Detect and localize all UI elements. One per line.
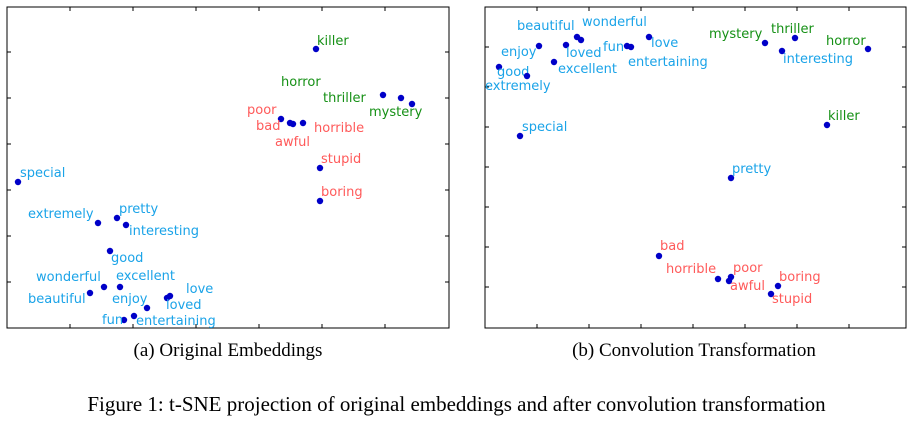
axis-ticks (7, 7, 906, 328)
point-enjoy (535, 42, 543, 50)
point-interesting (122, 221, 130, 229)
label-pretty: pretty (119, 202, 159, 217)
plot-frame-a (6, 6, 450, 329)
point-horror (864, 45, 872, 53)
point-killer (823, 121, 831, 129)
point-loved (163, 294, 171, 302)
point-killer (312, 45, 320, 53)
point-beautiful (577, 36, 585, 44)
point-boring (774, 282, 782, 290)
point-pretty (727, 174, 735, 182)
figure-caption: Figure 1: t-SNE projection of original e… (87, 392, 826, 416)
label-beautiful: beautiful (517, 19, 575, 34)
label-loved: loved (566, 46, 602, 61)
subcaption-b: (b) Convolution Transformation (572, 340, 816, 361)
point-awful (289, 120, 297, 128)
label-fun: fun (603, 40, 624, 55)
label-horror: horror (826, 34, 866, 49)
point-pretty (113, 214, 121, 222)
subcaption-a: (a) Original Embeddings (133, 340, 323, 361)
label-poor: poor (733, 261, 763, 276)
label-boring: boring (779, 270, 821, 285)
point-stupid (767, 290, 775, 298)
point-mystery (761, 39, 769, 47)
label-entertaining: entertaining (628, 55, 708, 70)
point-excellent (550, 58, 558, 66)
label-stupid: stupid (321, 152, 361, 167)
label-bad: bad (256, 119, 280, 134)
label-thriller: thriller (323, 91, 367, 106)
label-awful: awful (730, 279, 765, 294)
label-horror: horror (281, 75, 321, 90)
label-extremely: extremely (28, 207, 94, 222)
point-poor (277, 115, 285, 123)
point-love (645, 33, 653, 41)
point-entertaining (623, 42, 631, 50)
point-wonderful (100, 283, 108, 291)
point-beautiful (86, 289, 94, 297)
point-fun (120, 316, 128, 324)
point-bad (655, 252, 663, 260)
point-enjoy (143, 304, 151, 312)
label-killer: killer (828, 109, 860, 124)
label-stupid: stupid (772, 292, 812, 307)
point-thriller (791, 34, 799, 42)
panel-a: killer horror thriller mystery poor bad horrib… (0, 4, 913, 334)
label-thriller: thriller (771, 22, 815, 37)
label-poor: poor (247, 103, 277, 118)
label-enjoy: enjoy (501, 45, 537, 60)
label-entertaining: entertaining (136, 314, 216, 329)
label-special: special (522, 120, 567, 135)
label-boring: boring (321, 185, 363, 200)
label-pretty: pretty (732, 162, 772, 177)
label-wonderful: wonderful (582, 15, 647, 30)
label-mystery: mystery (369, 105, 423, 120)
label-excellent: excellent (116, 269, 175, 284)
point-special (14, 178, 22, 186)
label-horrible: horrible (314, 121, 364, 136)
point-boring (316, 197, 324, 205)
point-horrible (714, 275, 722, 283)
label-killer: killer (317, 34, 349, 49)
label-beautiful: beautiful (28, 292, 86, 307)
label-enjoy: enjoy (112, 292, 148, 307)
point-interesting (778, 47, 786, 55)
label-wonderful: wonderful (36, 270, 101, 285)
label-mystery: mystery (709, 27, 763, 42)
point-loved (562, 41, 570, 49)
label-fun: fun (102, 313, 123, 328)
point-horror (379, 91, 387, 99)
point-horrible (299, 119, 307, 127)
label-horrible: horrible (666, 262, 716, 277)
label-special: special (20, 166, 65, 181)
label-good: good (111, 251, 143, 266)
label-love: love (651, 36, 678, 51)
point-mystery (408, 100, 416, 108)
point-extremely (94, 219, 102, 227)
label-awful: awful (275, 135, 310, 150)
label-excellent: excellent (558, 62, 617, 77)
label-loved: loved (166, 298, 202, 313)
label-good: good (497, 65, 529, 80)
point-excellent (116, 283, 124, 291)
point-good (495, 63, 503, 71)
label-extremely: extremely (485, 79, 551, 94)
point-thriller (397, 94, 405, 102)
point-special (516, 132, 524, 140)
label-bad: bad (660, 239, 684, 254)
point-stupid (316, 164, 324, 172)
point-extremely (523, 72, 531, 80)
point-awful (725, 277, 733, 285)
point-good (106, 247, 114, 255)
label-love: love (186, 282, 213, 297)
label-interesting: interesting (783, 52, 853, 67)
point-entertaining (130, 312, 138, 320)
label-interesting: interesting (129, 224, 199, 239)
